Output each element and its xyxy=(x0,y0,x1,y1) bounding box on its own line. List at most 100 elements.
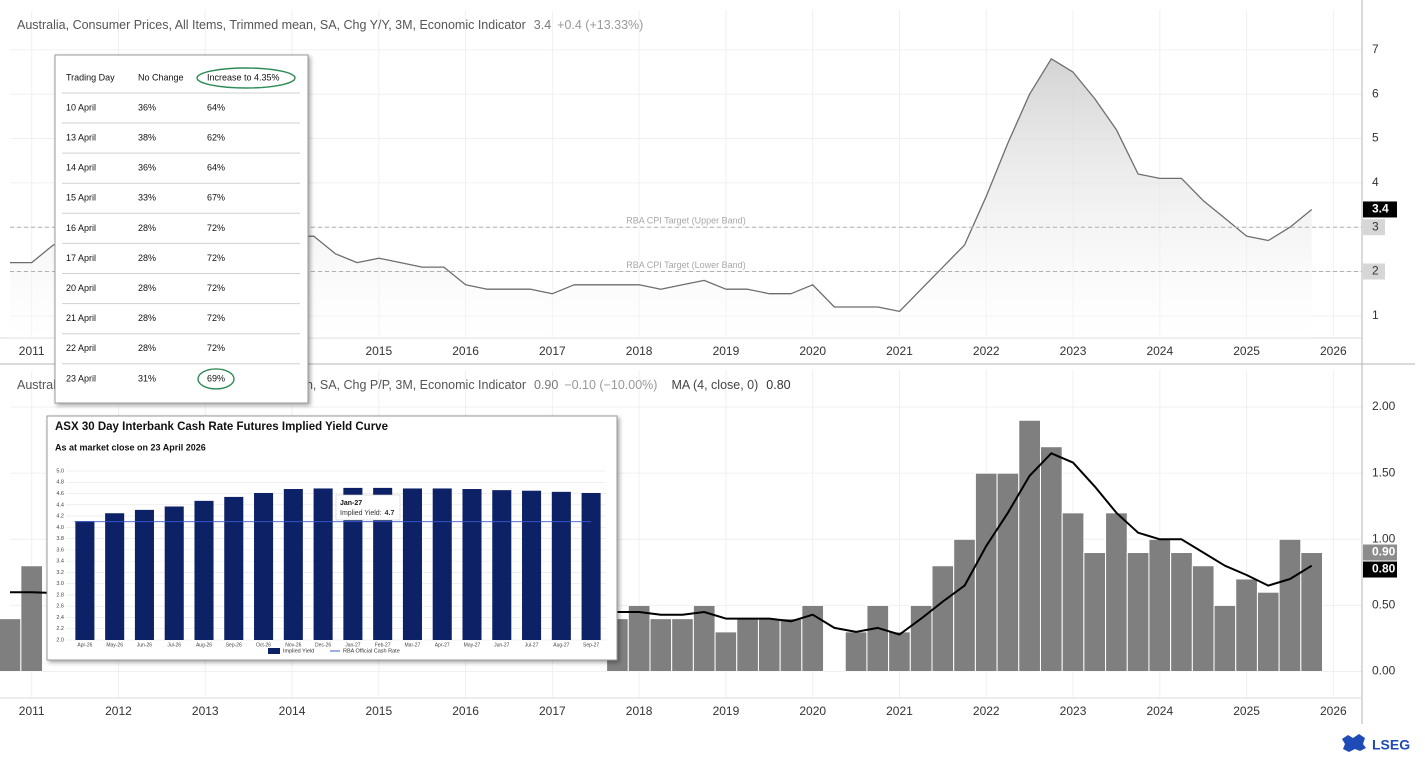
table-cell: 72% xyxy=(207,313,225,323)
x-tick-label: Feb-27 xyxy=(375,642,391,648)
x-tick-label: Nov-26 xyxy=(285,642,301,648)
table-cell: 62% xyxy=(207,132,225,142)
y-tick-label: 3.4 xyxy=(56,559,64,565)
bar xyxy=(627,604,651,673)
column-header: Increase to 4.35% xyxy=(207,72,280,82)
bar xyxy=(194,500,214,640)
last-value-label: 0.90 xyxy=(1372,545,1396,559)
tooltip-label: Implied Yield: xyxy=(340,510,382,517)
x-tick-label: Jan-27 xyxy=(345,642,361,648)
bar xyxy=(313,488,333,640)
x-tick-label: 2014 xyxy=(279,704,306,718)
tick-highlight xyxy=(1363,219,1385,236)
table-cell: 28% xyxy=(138,343,156,353)
header-change: −0.10 (−10.00%) xyxy=(564,378,657,392)
bar xyxy=(1148,538,1172,673)
table-cell: 31% xyxy=(138,373,156,383)
bar xyxy=(844,631,868,673)
y-tick-label: 2 xyxy=(1372,264,1379,278)
y-tick-label: 2.2 xyxy=(56,626,64,632)
x-tick-label: 2016 xyxy=(452,344,479,358)
table-cell: 72% xyxy=(207,253,225,263)
y-tick-label: 2.6 xyxy=(56,604,64,610)
table-cell: 72% xyxy=(207,343,225,353)
header-change: +0.4 (+13.33%) xyxy=(557,18,643,32)
x-tick-label: May-26 xyxy=(106,642,123,648)
y-tick-label: 4.4 xyxy=(56,502,64,508)
logo-icon xyxy=(1342,734,1366,752)
y-tick-label: 7 xyxy=(1372,42,1379,56)
bar xyxy=(105,513,125,640)
y-tick-label: 5.0 xyxy=(56,468,64,474)
x-tick-label: Aug-26 xyxy=(196,642,212,648)
y-tick-label: 3 xyxy=(1372,219,1379,233)
bar xyxy=(462,489,482,640)
x-tick-label: 2021 xyxy=(886,704,913,718)
highlight-ring xyxy=(197,368,235,390)
tick-highlight xyxy=(1363,263,1385,280)
bar xyxy=(0,618,22,673)
x-tick-label: 2024 xyxy=(1146,344,1173,358)
y-tick-label: 3.8 xyxy=(56,536,64,542)
bar xyxy=(779,618,803,673)
last-value-label: 3.4 xyxy=(1372,202,1389,216)
y-tick-label: 1.50 xyxy=(1372,465,1396,479)
x-tick-label: 2011 xyxy=(19,704,45,718)
x-tick-label: 2011 xyxy=(19,344,45,358)
x-tick-label: Aug-27 xyxy=(553,642,569,648)
lower-panel: 2011 2012 2013 2014 2015 2016 2017 2018 2019 2020… xyxy=(0,0,1397,724)
probability-table: Trading Day No Change Increase to 4.35% 10 … xyxy=(54,54,309,404)
x-tick-label: 2017 xyxy=(539,344,566,358)
x-tick-label: Apr-27 xyxy=(435,642,450,648)
x-tick-label: 2021 xyxy=(886,344,913,358)
y-tick-label: 2.0 xyxy=(56,637,64,643)
last-value-box xyxy=(1363,544,1397,561)
table-cell: 28% xyxy=(138,253,156,263)
x-tick-label: 2023 xyxy=(1060,344,1087,358)
bar xyxy=(343,487,363,640)
x-tick-label: Sep-26 xyxy=(226,642,242,648)
table-cell: 64% xyxy=(207,102,225,112)
table-cell: 17 April xyxy=(66,253,96,263)
bar xyxy=(432,488,452,640)
x-tick-label: 2012 xyxy=(105,704,132,718)
bar xyxy=(736,618,759,673)
area-fill xyxy=(10,58,1312,339)
bar xyxy=(1256,591,1280,673)
last-value-box xyxy=(1363,561,1397,578)
x-tick-label: 2018 xyxy=(626,344,653,358)
x-tick-label: Oct-26 xyxy=(256,642,271,648)
table-cell: 14 April xyxy=(66,163,96,173)
x-tick-label: 2019 xyxy=(713,344,740,358)
bar xyxy=(1235,578,1258,673)
x-tick-label: Apr-26 xyxy=(77,642,92,648)
x-tick-label: 2022 xyxy=(973,344,1000,358)
bar xyxy=(671,618,694,673)
table-cell: 36% xyxy=(138,163,156,173)
y-tick-label: 4 xyxy=(1372,175,1379,189)
table-cell: 20 April xyxy=(66,283,96,293)
table-cell: 21 April xyxy=(66,313,96,323)
series-line xyxy=(10,58,1313,313)
x-tick-label: 2017 xyxy=(539,704,566,718)
bar xyxy=(20,565,44,673)
table-cell: 23 April xyxy=(66,373,96,383)
bar xyxy=(164,506,184,640)
bar xyxy=(1083,552,1107,673)
bar xyxy=(522,490,542,640)
bar xyxy=(996,472,1020,673)
y-tick-label: 4.0 xyxy=(56,525,64,531)
y-tick-label: 3.6 xyxy=(56,547,64,553)
table-cell: 36% xyxy=(138,102,156,112)
table-cell: 67% xyxy=(207,193,225,203)
x-tick-label: 2015 xyxy=(365,344,392,358)
x-tick-label: 2020 xyxy=(799,344,826,358)
legend-label: RBA Official Cash Rate xyxy=(343,648,400,654)
x-tick-label: 2022 xyxy=(973,704,1000,718)
header-last-value: 0.80 xyxy=(766,378,790,392)
table-cell: 69% xyxy=(207,373,225,383)
tooltip-category: Jan-27 xyxy=(340,500,362,507)
table-cell: 22 April xyxy=(66,343,96,353)
panel-header: Australia, Consumer Prices, All Items, T… xyxy=(17,18,643,32)
